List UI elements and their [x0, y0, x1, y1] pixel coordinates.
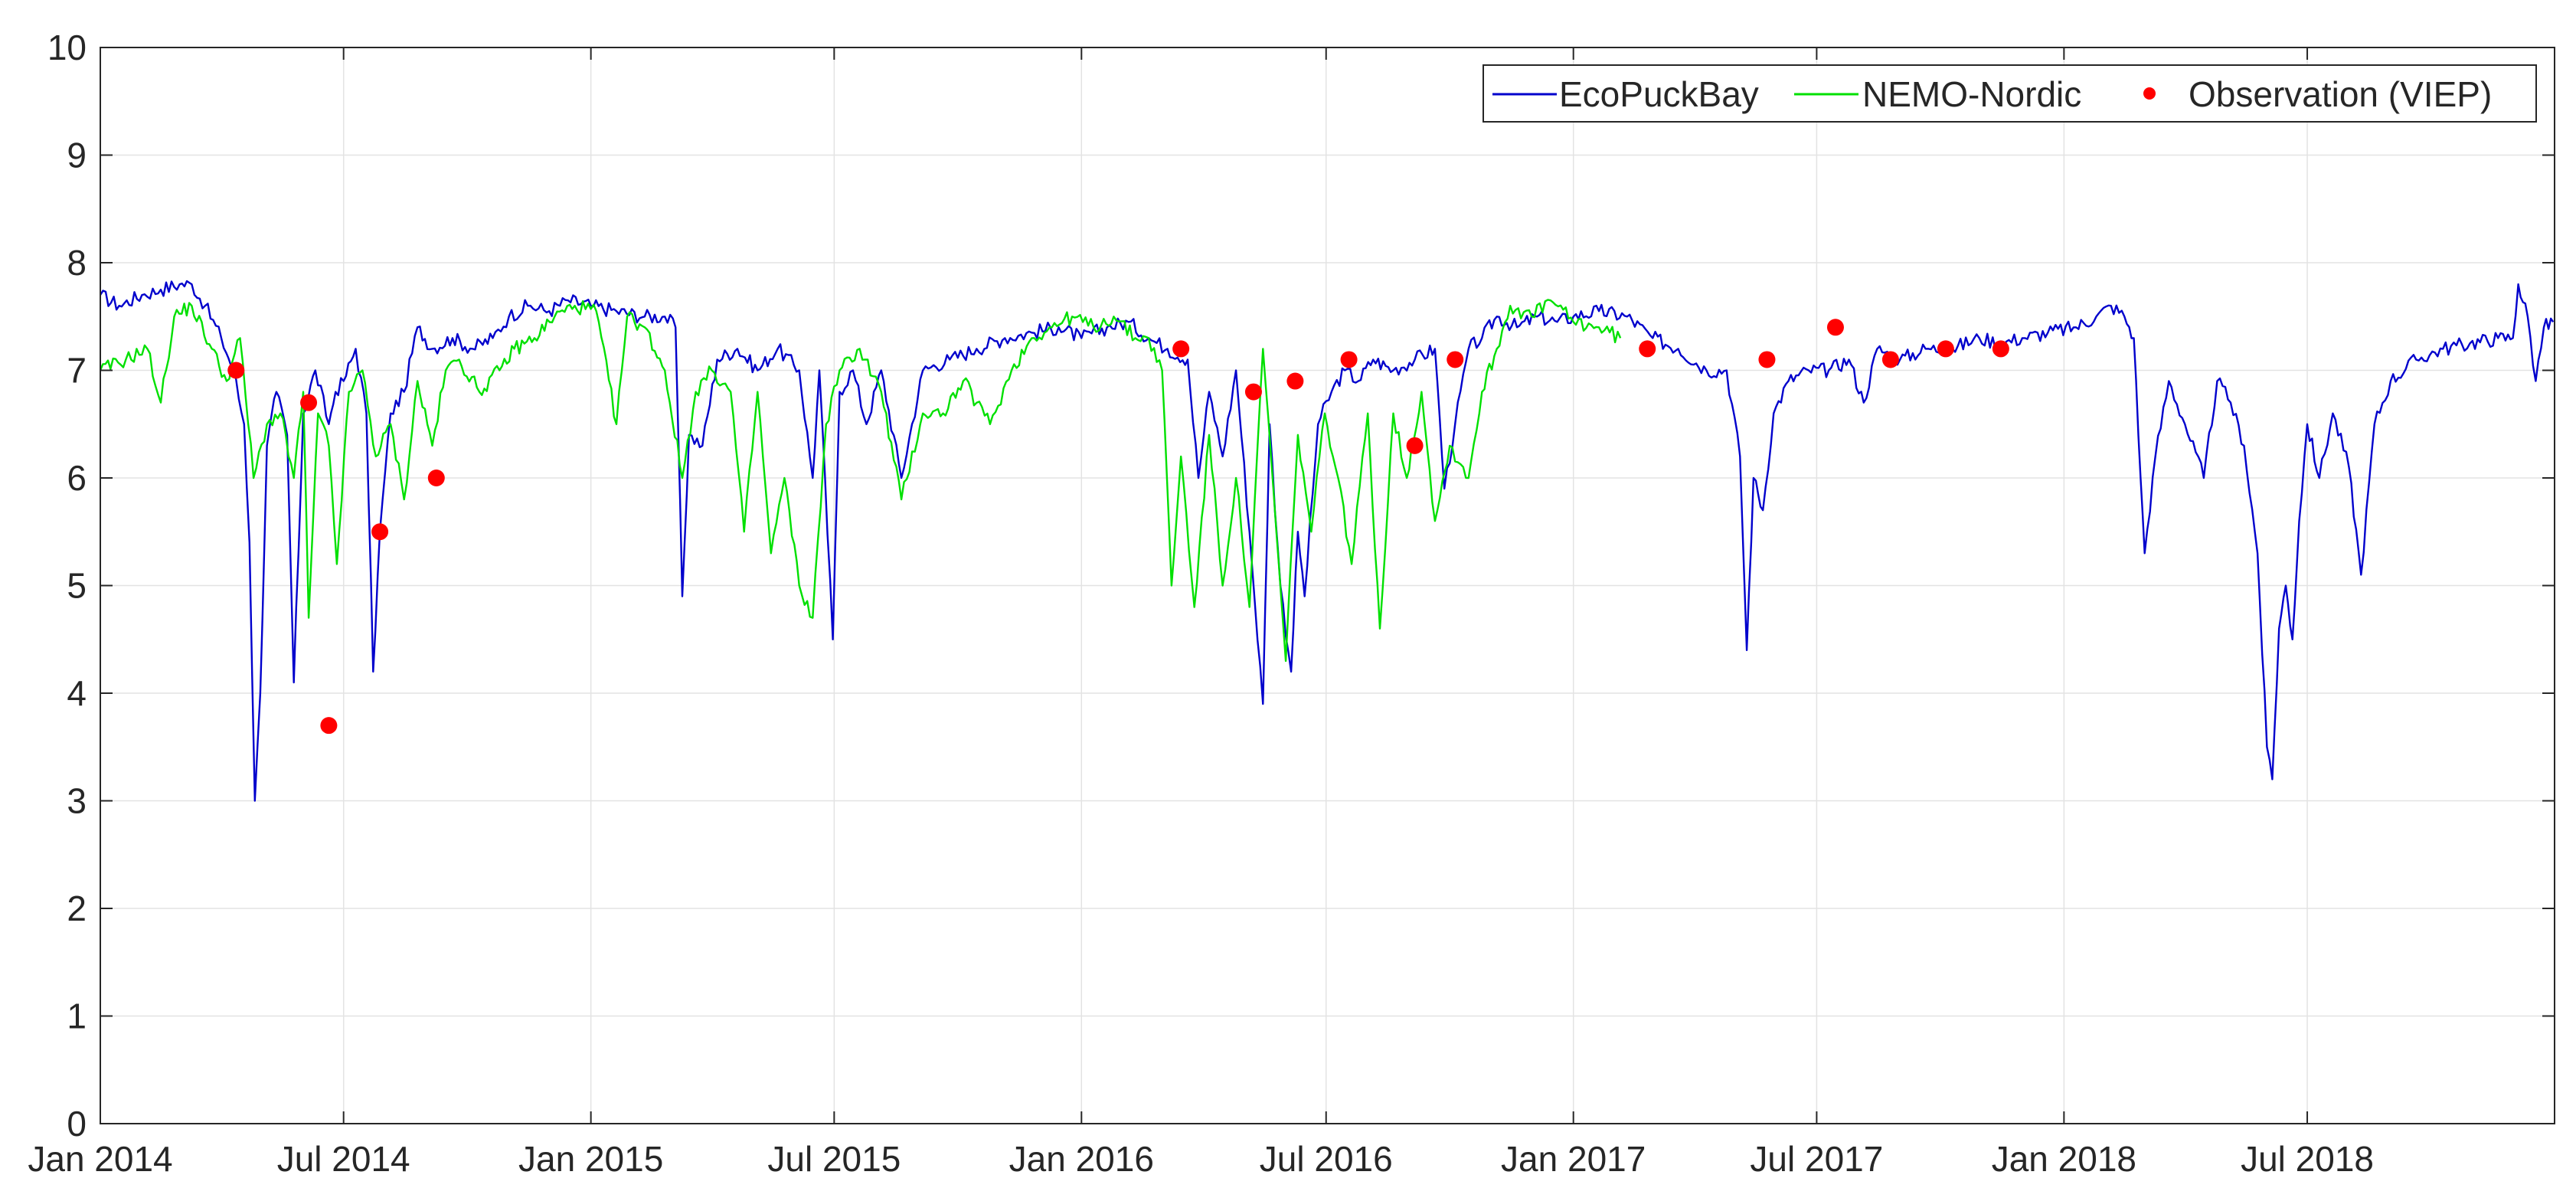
series-points-observation	[227, 319, 2009, 735]
x-tick-label: Jan 2017	[1501, 1139, 1646, 1179]
legend-box	[1483, 64, 2537, 123]
observation-point	[1340, 351, 1358, 368]
observation-point	[1758, 351, 1776, 368]
y-tick-label: 3	[67, 781, 87, 821]
legend-label-ecopuckbay: EcoPuckBay	[1559, 74, 1759, 114]
y-tick-label: 2	[67, 888, 87, 928]
observation-point	[320, 717, 338, 735]
observation-point	[1992, 340, 2009, 358]
y-tick-label: 4	[67, 673, 87, 713]
x-tick-label: Jan 2015	[518, 1139, 663, 1179]
x-tick-label: Jul 2016	[1260, 1139, 1393, 1179]
observation-point	[371, 523, 389, 541]
x-tick-label: Jul 2018	[2241, 1139, 2374, 1179]
x-tick-label: Jul 2015	[767, 1139, 901, 1179]
observation-point	[1826, 319, 1844, 336]
x-tick-label: Jul 2014	[277, 1139, 410, 1179]
y-tick-label: 5	[67, 566, 87, 606]
observation-point	[1172, 340, 1190, 358]
y-tick-label: 8	[67, 243, 87, 283]
observation-point	[1244, 383, 1262, 401]
observation-point	[1447, 351, 1464, 368]
observation-point	[1286, 372, 1304, 390]
series-line-ecopuckbay	[99, 280, 2555, 802]
observation-point	[427, 470, 445, 486]
y-tick-label: 7	[67, 351, 87, 391]
series-layer	[99, 280, 2555, 802]
y-tick-label: 9	[67, 136, 87, 175]
series-line-nemo-nordic	[99, 299, 1622, 663]
observation-point	[300, 394, 318, 411]
legend-swatch-observation	[2143, 87, 2156, 100]
observation-point	[1406, 437, 1424, 454]
axes: 0 1 2 3 4 5 6 7 8 9 10 Jan 2014 Jul 2014 Jan 2015 Jul …	[28, 28, 2555, 1179]
x-tick-label: Jan 2016	[1009, 1139, 1154, 1179]
x-tick-label: Jul 2017	[1750, 1139, 1883, 1179]
legend: EcoPuckBay NEMO-Nordic Observation (VIEP…	[1483, 64, 2537, 123]
y-tick-label: 6	[67, 458, 87, 498]
y-tick-label: 1	[67, 996, 87, 1036]
legend-label-nemo-nordic: NEMO-Nordic	[1862, 74, 2081, 114]
y-tick-label: 10	[47, 28, 87, 67]
observation-point	[1639, 340, 1656, 358]
x-tick-label: Jan 2018	[1992, 1139, 2136, 1179]
legend-label-observation: Observation (VIEP)	[2189, 74, 2492, 114]
observation-point	[1937, 340, 1954, 358]
observation-point	[1881, 351, 1899, 368]
y-tick-label: 0	[67, 1104, 87, 1144]
observation-point	[227, 362, 245, 379]
x-tick-label: Jan 2014	[28, 1139, 172, 1179]
